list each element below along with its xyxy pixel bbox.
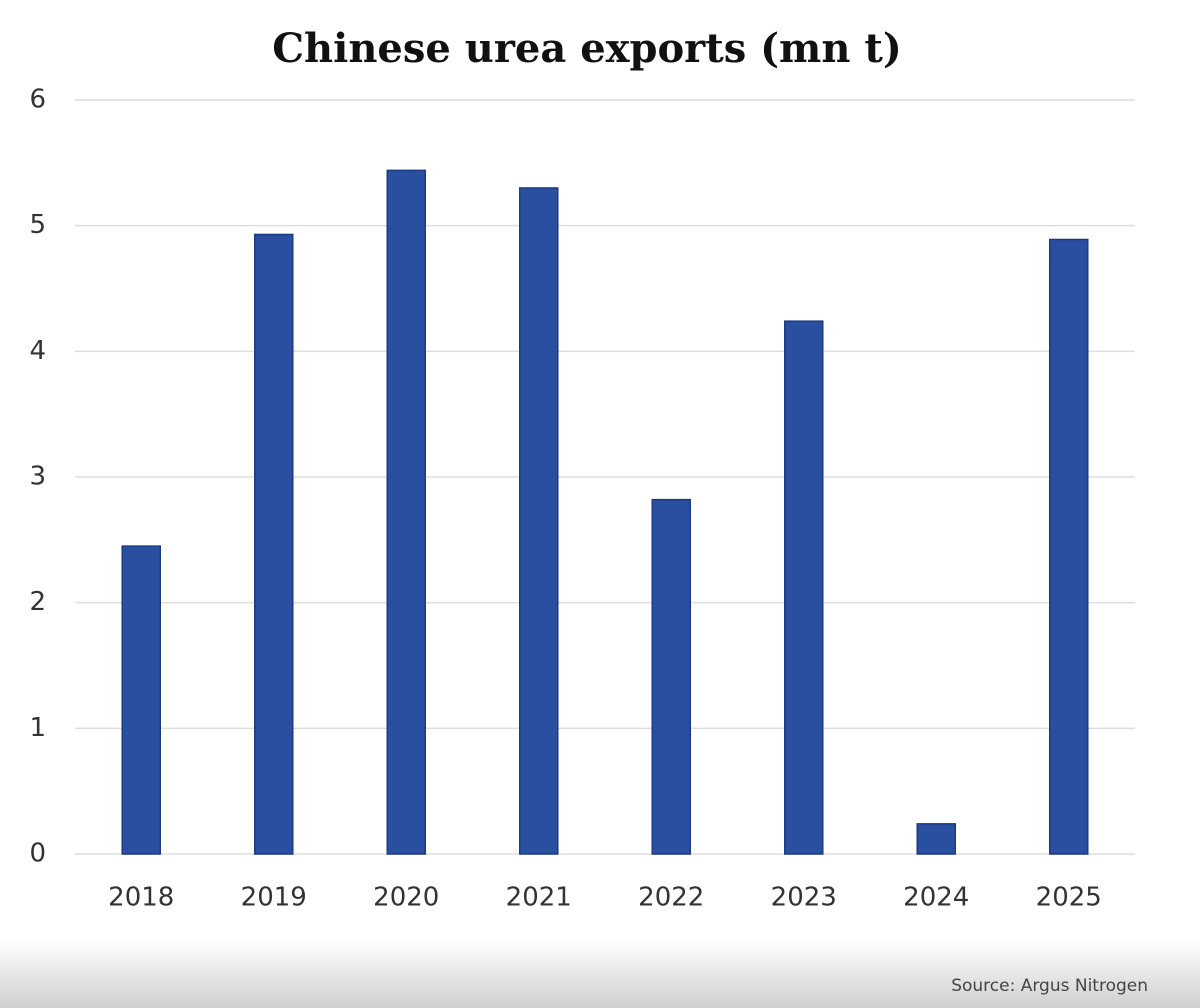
bar <box>916 823 956 855</box>
x-tick-label: 2018 <box>108 883 174 913</box>
source-note: Source: Argus Nitrogen <box>951 976 1148 996</box>
x-tick-label: 2023 <box>771 883 837 913</box>
chart-title: Chinese urea exports (mn t) <box>272 25 902 72</box>
x-tick-label: 2019 <box>241 883 307 913</box>
bar <box>651 498 691 855</box>
bar <box>254 233 294 855</box>
y-tick-label: 5 <box>29 210 46 240</box>
y-tick-label: 0 <box>29 839 46 869</box>
x-tick-label: 2024 <box>903 883 969 913</box>
bar <box>1049 238 1089 855</box>
y-tick-label: 4 <box>29 336 46 366</box>
bar <box>121 545 161 855</box>
x-tick-label: 2022 <box>638 883 704 913</box>
y-tick-label: 2 <box>29 587 46 617</box>
x-tick-label: 2025 <box>1036 883 1102 913</box>
x-tick-label: 2020 <box>373 883 439 913</box>
bar <box>386 169 426 855</box>
bar <box>784 320 824 855</box>
footer-band <box>0 940 1200 1008</box>
y-tick-label: 6 <box>29 85 46 115</box>
x-tick-label: 2021 <box>506 883 572 913</box>
y-tick-label: 1 <box>29 713 46 743</box>
y-tick-label: 3 <box>29 462 46 492</box>
bar <box>519 187 559 855</box>
